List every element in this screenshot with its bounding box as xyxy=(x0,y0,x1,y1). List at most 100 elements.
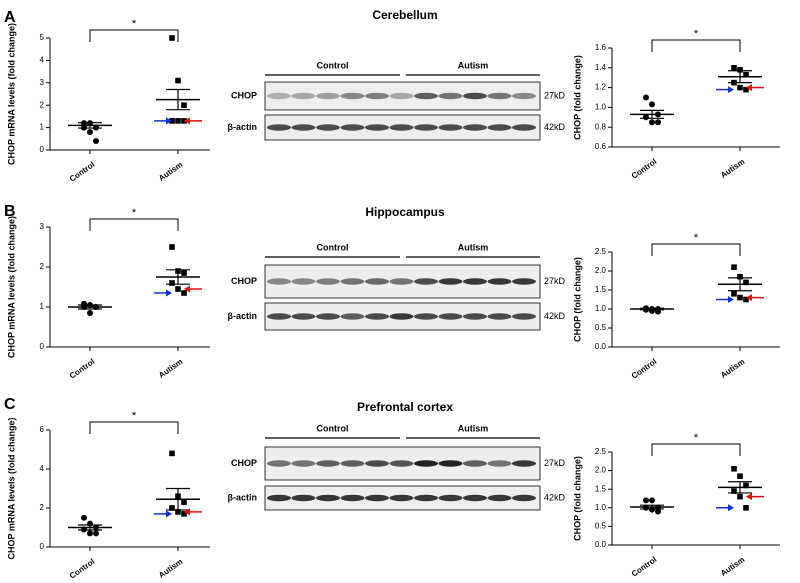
blot-title: Hippocampus xyxy=(365,205,445,219)
blot-band xyxy=(365,494,389,502)
y-tick-label: 2 xyxy=(40,100,45,109)
blot-band xyxy=(365,313,389,320)
blot-band xyxy=(316,124,340,131)
dot xyxy=(643,497,649,504)
blot-band xyxy=(487,124,512,131)
y-axis-label: CHOP (fold change) xyxy=(572,257,582,342)
y-tick-label: 0 xyxy=(40,145,45,154)
blot-band xyxy=(414,460,438,467)
dot xyxy=(175,509,181,515)
significance-label: * xyxy=(132,410,137,422)
red-arrow-head xyxy=(184,117,190,125)
y-tick-label: 1.2 xyxy=(595,83,607,92)
blot-band xyxy=(487,494,512,502)
blot-size: 27kD xyxy=(544,458,566,468)
dot xyxy=(649,119,655,126)
y-tick-label: 1.5 xyxy=(595,484,607,493)
blot-band xyxy=(438,278,463,285)
blot-band xyxy=(389,278,414,285)
blot-band xyxy=(463,124,487,131)
significance-bracket xyxy=(89,421,179,434)
dot xyxy=(169,280,175,286)
dot xyxy=(181,270,187,276)
y-tick-label: 2.0 xyxy=(595,466,607,475)
blot-band xyxy=(512,313,536,320)
y-tick-label: 1.6 xyxy=(595,43,607,52)
dot xyxy=(743,279,749,286)
blot-label: CHOP xyxy=(231,90,257,100)
dot xyxy=(737,473,743,479)
red-arrow-head xyxy=(746,84,752,92)
dot xyxy=(643,94,649,101)
y-tick-label: 0 xyxy=(40,342,45,351)
dot xyxy=(737,273,743,280)
blot-band xyxy=(487,92,512,100)
blot-band xyxy=(389,92,414,100)
dot xyxy=(643,114,649,121)
blot-band xyxy=(438,92,463,100)
blot-band xyxy=(463,278,487,285)
blot-band xyxy=(340,278,365,285)
y-tick-label: 2.5 xyxy=(595,447,607,456)
blot-band xyxy=(463,313,487,320)
x-tick-label: Control xyxy=(630,157,658,181)
blot-band xyxy=(414,313,438,320)
significance-bracket xyxy=(89,29,179,42)
dot xyxy=(737,66,743,73)
dot xyxy=(169,118,175,124)
group-label: Autism xyxy=(458,242,489,252)
dot xyxy=(743,505,749,511)
y-tick-label: 2 xyxy=(40,262,45,271)
blot-band xyxy=(316,278,340,285)
blot-size: 42kD xyxy=(544,492,566,502)
blue-arrow-head xyxy=(166,510,172,518)
blue-arrow-head xyxy=(166,289,172,297)
blot-band xyxy=(267,278,291,285)
dot xyxy=(737,493,743,500)
x-tick-label: Autism xyxy=(719,357,746,380)
group-label: Autism xyxy=(458,423,489,433)
significance-label: * xyxy=(694,432,699,444)
red-arrow-head xyxy=(184,285,190,293)
blot-band xyxy=(365,460,389,467)
dot xyxy=(731,264,737,270)
dot xyxy=(743,482,749,489)
significance-label: * xyxy=(132,18,137,30)
y-tick-label: 0.5 xyxy=(595,323,607,332)
panel-letter: B xyxy=(4,203,16,220)
y-tick-label: 5 xyxy=(40,33,45,42)
blot-band xyxy=(340,460,365,467)
blue-arrow-head xyxy=(166,117,172,125)
y-tick-label: 0.0 xyxy=(595,342,607,351)
y-tick-label: 2.0 xyxy=(595,266,607,275)
blot-label: β-actin xyxy=(228,122,258,132)
blot-band xyxy=(438,124,463,131)
blot-band xyxy=(291,313,316,320)
blot-band xyxy=(512,278,536,285)
y-axis-label: CHOP mRNA levels (fold change) xyxy=(6,216,16,358)
x-tick-label: Autism xyxy=(719,555,746,578)
dot xyxy=(181,102,187,108)
red-arrow-head xyxy=(184,508,190,516)
blot-band xyxy=(316,494,340,502)
significance-bracket xyxy=(651,39,741,52)
x-tick-label: Control xyxy=(68,357,96,381)
blot-band xyxy=(463,494,487,502)
blot-band xyxy=(438,460,463,467)
blot-label: β-actin xyxy=(228,492,258,502)
x-tick-label: Autism xyxy=(157,160,184,183)
y-axis-label: CHOP (fold change) xyxy=(572,55,582,140)
dot xyxy=(181,511,187,517)
panel-letter: C xyxy=(4,396,16,413)
group-label: Control xyxy=(317,60,349,70)
blot-band xyxy=(389,313,414,320)
x-tick-label: Control xyxy=(630,357,658,381)
dot xyxy=(731,488,737,494)
blot-band xyxy=(414,92,438,100)
y-axis-label: CHOP mRNA levels (fold change) xyxy=(6,23,16,165)
blot-band xyxy=(512,124,536,131)
dot xyxy=(181,118,187,124)
dot xyxy=(93,530,99,537)
blue-arrow-head xyxy=(728,504,734,512)
blot-band xyxy=(438,313,463,320)
